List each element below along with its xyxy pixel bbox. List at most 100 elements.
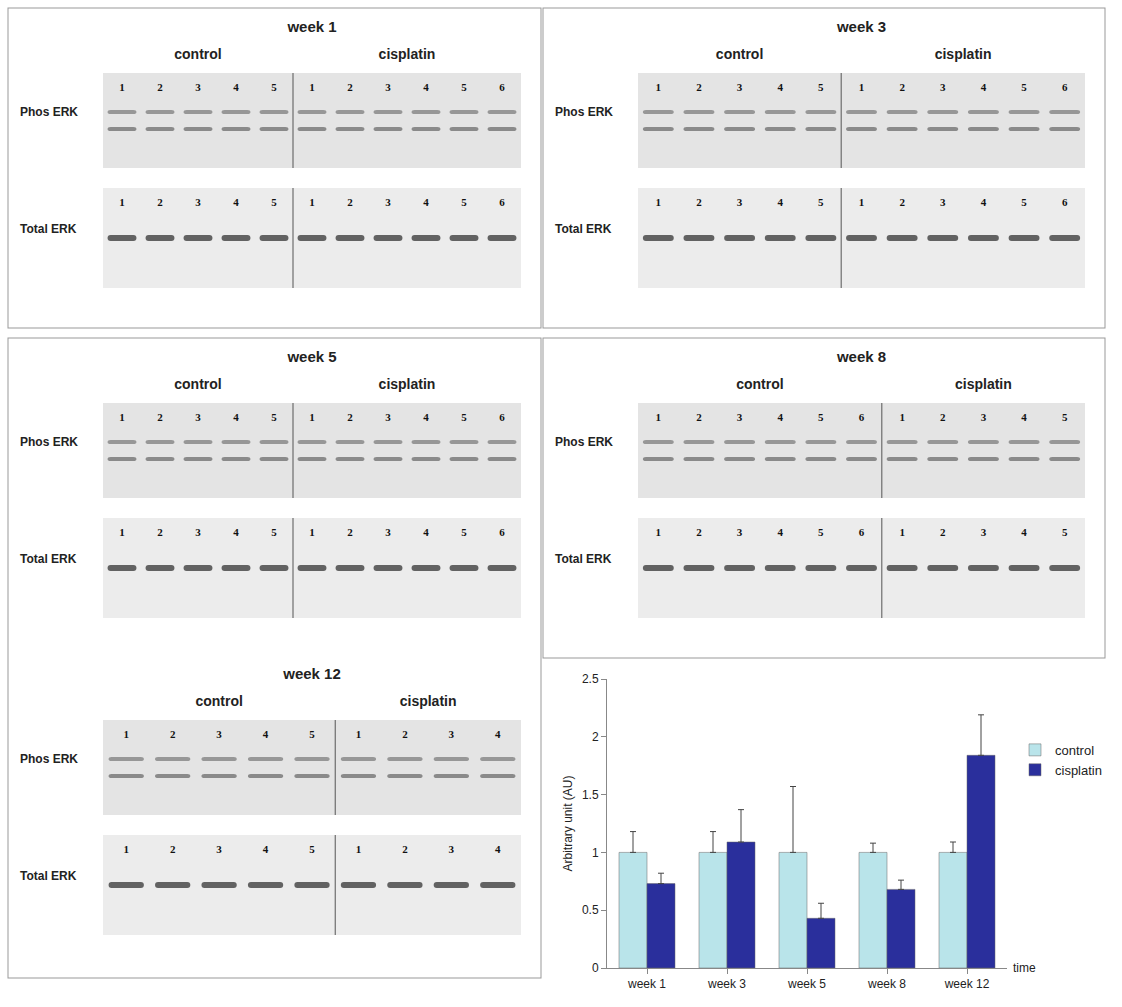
svg-text:3: 3 — [737, 411, 743, 423]
svg-text:1: 1 — [356, 728, 362, 740]
svg-text:cisplatin: cisplatin — [955, 376, 1012, 392]
svg-text:2: 2 — [347, 81, 353, 93]
svg-text:3: 3 — [449, 728, 455, 740]
svg-text:5: 5 — [309, 728, 315, 740]
svg-text:Arbitrary unit (AU): Arbitrary unit (AU) — [561, 775, 575, 871]
svg-text:0: 0 — [592, 961, 599, 975]
svg-text:4: 4 — [981, 81, 987, 93]
svg-text:2: 2 — [696, 196, 702, 208]
svg-text:1: 1 — [309, 196, 315, 208]
svg-text:week 3: week 3 — [707, 977, 746, 991]
svg-text:6: 6 — [1062, 196, 1068, 208]
svg-text:6: 6 — [499, 81, 505, 93]
svg-text:3: 3 — [195, 196, 201, 208]
svg-text:5: 5 — [271, 526, 277, 538]
svg-text:control: control — [174, 376, 221, 392]
svg-text:4: 4 — [777, 196, 783, 208]
svg-text:Total ERK: Total ERK — [20, 869, 77, 883]
svg-text:4: 4 — [777, 526, 783, 538]
svg-text:5: 5 — [461, 196, 467, 208]
svg-text:1: 1 — [656, 526, 662, 538]
svg-text:2: 2 — [347, 196, 353, 208]
svg-text:Phos ERK: Phos ERK — [555, 105, 613, 119]
svg-text:control: control — [195, 693, 242, 709]
svg-text:2: 2 — [157, 196, 163, 208]
svg-text:2: 2 — [402, 843, 408, 855]
svg-text:2: 2 — [170, 728, 176, 740]
svg-text:3: 3 — [737, 526, 743, 538]
svg-text:2: 2 — [696, 411, 702, 423]
svg-text:4: 4 — [233, 196, 239, 208]
svg-text:4: 4 — [263, 843, 269, 855]
svg-text:3: 3 — [940, 81, 946, 93]
svg-text:1: 1 — [123, 728, 129, 740]
svg-text:1: 1 — [309, 411, 315, 423]
svg-text:cisplatin: cisplatin — [1055, 763, 1102, 778]
svg-text:2: 2 — [157, 526, 163, 538]
svg-text:cisplatin: cisplatin — [379, 376, 436, 392]
svg-text:2: 2 — [157, 81, 163, 93]
svg-text:5: 5 — [461, 81, 467, 93]
svg-text:cisplatin: cisplatin — [935, 46, 992, 62]
svg-text:4: 4 — [233, 526, 239, 538]
svg-text:week 8: week 8 — [867, 977, 906, 991]
svg-text:3: 3 — [981, 526, 987, 538]
svg-text:2: 2 — [402, 728, 408, 740]
svg-text:control: control — [716, 46, 763, 62]
svg-text:4: 4 — [1021, 526, 1027, 538]
svg-text:week 12: week 12 — [282, 665, 341, 682]
svg-text:4: 4 — [423, 81, 429, 93]
svg-text:week 5: week 5 — [787, 977, 826, 991]
svg-text:3: 3 — [940, 196, 946, 208]
svg-text:5: 5 — [1062, 526, 1068, 538]
svg-text:5: 5 — [461, 526, 467, 538]
svg-text:5: 5 — [818, 526, 824, 538]
svg-text:6: 6 — [499, 526, 505, 538]
svg-text:4: 4 — [1021, 411, 1027, 423]
svg-text:4: 4 — [233, 81, 239, 93]
svg-text:2: 2 — [170, 843, 176, 855]
svg-text:5: 5 — [1062, 411, 1068, 423]
svg-text:3: 3 — [385, 526, 391, 538]
svg-text:2: 2 — [696, 526, 702, 538]
svg-text:4: 4 — [495, 843, 501, 855]
svg-text:1: 1 — [899, 526, 905, 538]
svg-text:3: 3 — [385, 81, 391, 93]
svg-text:week 1: week 1 — [286, 18, 336, 35]
svg-text:2: 2 — [940, 411, 946, 423]
svg-text:1: 1 — [859, 81, 865, 93]
svg-text:4: 4 — [495, 728, 501, 740]
svg-text:5: 5 — [271, 81, 277, 93]
svg-text:2: 2 — [940, 526, 946, 538]
svg-text:Total ERK: Total ERK — [20, 552, 77, 566]
svg-text:2: 2 — [157, 411, 163, 423]
svg-text:6: 6 — [499, 196, 505, 208]
svg-text:6: 6 — [859, 411, 865, 423]
svg-text:2: 2 — [696, 81, 702, 93]
svg-text:Phos ERK: Phos ERK — [20, 752, 78, 766]
svg-text:1: 1 — [119, 411, 125, 423]
svg-text:week 8: week 8 — [836, 348, 886, 365]
svg-text:2: 2 — [347, 526, 353, 538]
svg-text:control: control — [1055, 743, 1094, 758]
svg-text:6: 6 — [859, 526, 865, 538]
svg-text:2: 2 — [899, 81, 905, 93]
svg-text:Total ERK: Total ERK — [555, 222, 612, 236]
svg-text:1: 1 — [309, 81, 315, 93]
svg-text:control: control — [736, 376, 783, 392]
svg-text:Total ERK: Total ERK — [555, 552, 612, 566]
svg-text:5: 5 — [818, 196, 824, 208]
svg-text:time: time — [1013, 961, 1036, 975]
svg-text:1: 1 — [123, 843, 129, 855]
svg-text:4: 4 — [263, 728, 269, 740]
svg-text:3: 3 — [737, 81, 743, 93]
svg-text:5: 5 — [1021, 196, 1027, 208]
svg-text:week 5: week 5 — [286, 348, 336, 365]
svg-text:3: 3 — [385, 411, 391, 423]
svg-text:1: 1 — [656, 196, 662, 208]
svg-text:3: 3 — [737, 196, 743, 208]
svg-text:6: 6 — [499, 411, 505, 423]
svg-text:5: 5 — [818, 81, 824, 93]
svg-text:cisplatin: cisplatin — [379, 46, 436, 62]
svg-text:4: 4 — [777, 81, 783, 93]
